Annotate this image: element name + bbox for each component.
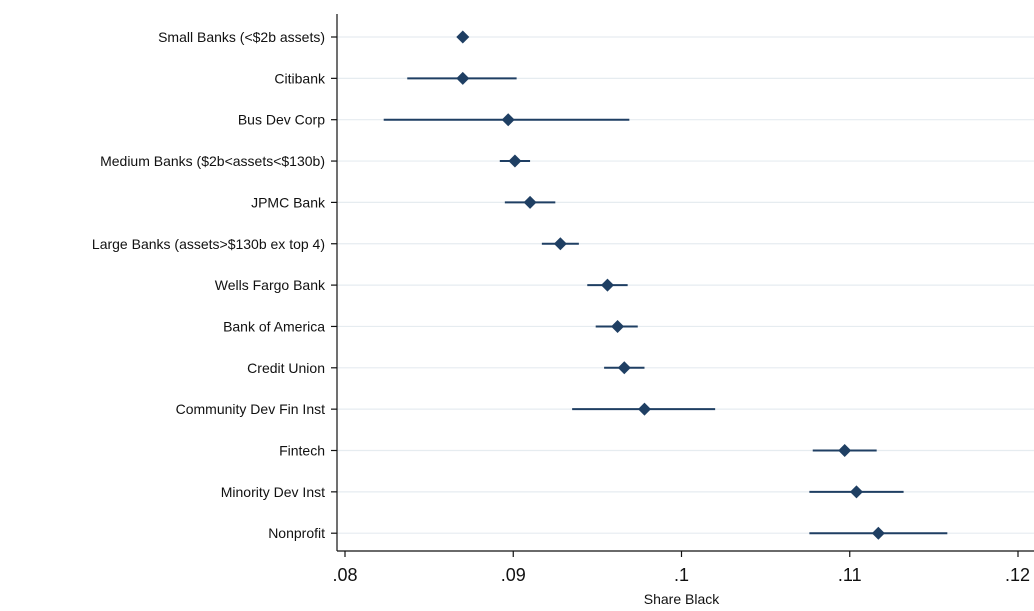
category-label: Bank of America	[223, 318, 325, 334]
point-estimate-marker	[637, 402, 651, 416]
point-estimate-marker	[838, 444, 852, 457]
category-labels: Small Banks (<$2b assets) Citibank Bus Dev…	[92, 29, 326, 541]
category-label: Community Dev Fin Inst	[176, 401, 325, 417]
x-tick-label: .09	[501, 565, 526, 585]
x-tick-label: .12	[1005, 565, 1030, 585]
data-marks	[383, 30, 948, 540]
point-estimate-marker	[456, 30, 470, 44]
point-estimate-marker	[508, 154, 522, 168]
category-label: Nonprofit	[268, 525, 325, 541]
point-estimate-marker	[456, 71, 470, 85]
category-label: Wells Fargo Bank	[215, 277, 326, 293]
category-label: Small Banks (<$2b assets)	[158, 29, 325, 45]
point-estimate-marker	[523, 195, 537, 209]
category-label: Medium Banks ($2b<assets<$130b)	[100, 153, 325, 169]
category-label: Large Banks (assets>$130b ex top 4)	[92, 236, 325, 252]
gridlines	[337, 36, 1034, 534]
category-label: Credit Union	[247, 360, 325, 376]
x-axis-label: Share Black	[644, 591, 720, 607]
category-label: Fintech	[279, 443, 325, 459]
point-estimate-marker	[611, 319, 625, 333]
x-tick-label: .08	[332, 565, 357, 585]
point-estimate-marker	[871, 526, 885, 540]
x-tick-label: .11	[838, 565, 862, 585]
x-tick-label: .1	[674, 565, 689, 585]
x-tick-labels: .08 .09 .1 .11 .12	[332, 565, 1030, 585]
category-label: Minority Dev Inst	[221, 484, 325, 500]
category-label: Citibank	[274, 70, 326, 86]
category-label: Bus Dev Corp	[238, 112, 325, 128]
point-estimate-marker	[600, 278, 614, 292]
category-label: JPMC Bank	[251, 194, 326, 210]
point-estimate-marker	[849, 485, 863, 499]
axes	[331, 14, 1034, 557]
point-estimate-marker	[501, 113, 515, 127]
point-estimate-marker	[617, 361, 631, 375]
point-estimate-marker	[553, 237, 567, 251]
